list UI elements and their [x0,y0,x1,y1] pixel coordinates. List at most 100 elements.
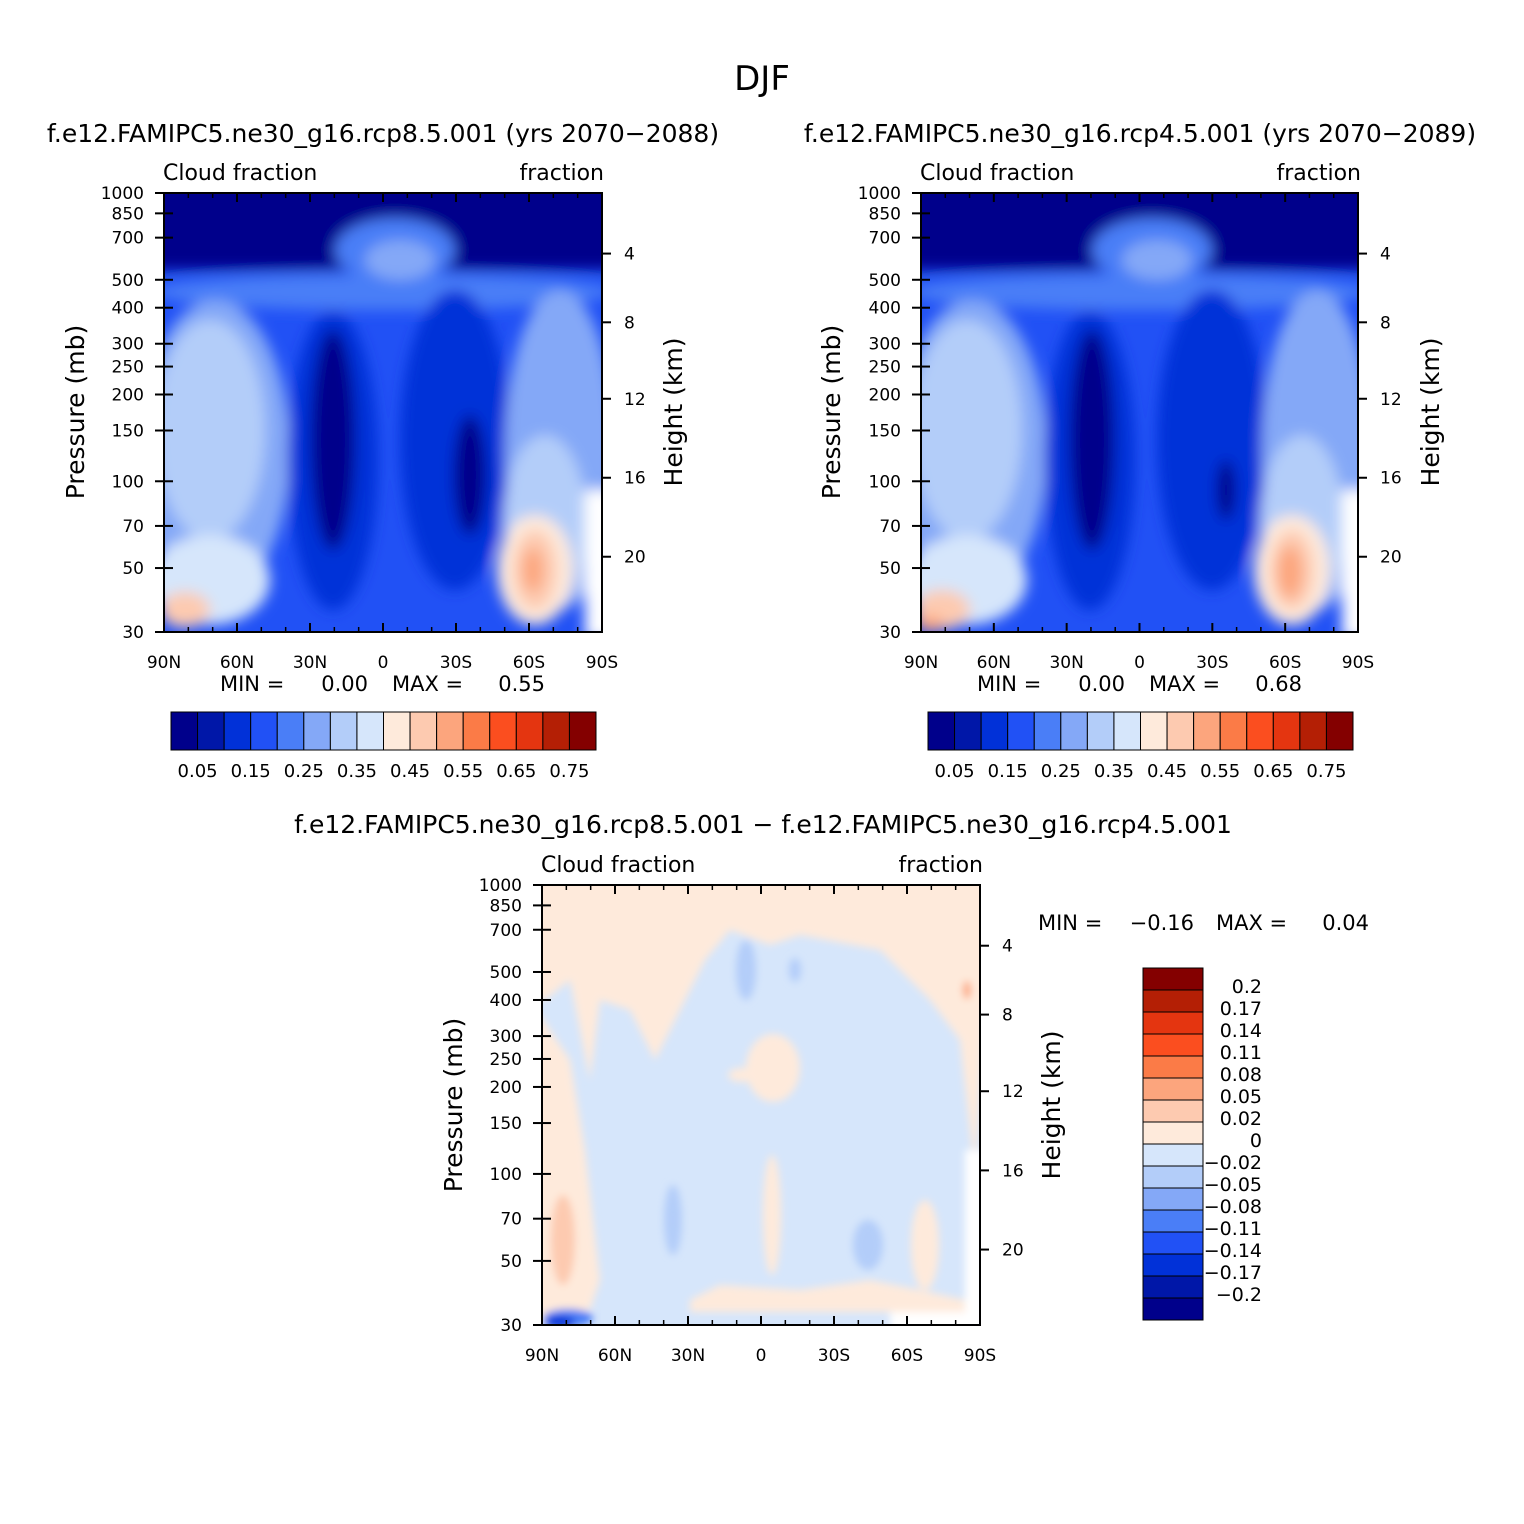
panel-1-contours [164,193,602,632]
colorbar-box [1142,1033,1204,1057]
x-tick-label: 0 [378,653,389,673]
panel-2-subtrop-s-inner [1217,460,1235,520]
panel-1-max-label: MAX = [392,672,463,696]
panel-1-north-surface [164,592,210,628]
x-tick-label: 0 [756,1346,767,1366]
panel-3-antarctic-surface [965,1150,980,1325]
panel-2-antarctic-surface [1342,490,1358,632]
y-tick-label: 700 [869,229,901,249]
y-tick-label: 200 [490,1078,522,1098]
colorbar-label: 0.05 [178,761,218,782]
colorbar-box [409,711,438,751]
x-tick-label: 30N [671,1346,705,1366]
panel-3-positive-midlevel-tail [728,1068,756,1082]
y-tick-label: 100 [869,472,901,492]
colorbar-box [1219,711,1248,751]
panel-3-negative-arctic-2 [545,1316,575,1325]
colorbar-label: 0.25 [1041,761,1081,782]
x-tick-label: 30N [293,653,327,673]
panel-1-y2label: Height (km) [659,338,688,487]
colorbar-label: 0.65 [496,761,536,782]
panel-2-max-value: 0.68 [1255,672,1302,696]
panel-3-positive-midlevel [746,1034,800,1102]
y-tick-label: 30 [500,1316,522,1336]
colorbar-box [489,711,517,751]
panel-3-positive-upper [542,885,980,1175]
colorbar-label: 0.25 [284,761,324,782]
panel-1-south-low-max [523,548,543,592]
panel-2-max-label: MAX = [1149,672,1220,696]
y-tick-label: 70 [122,517,144,537]
colorbar-label: −0.14 [1204,1240,1262,1262]
y2-tick-label: 20 [624,548,646,568]
x-tick-label: 90S [964,1346,996,1366]
panel-1-subtrop-s-outer [400,290,510,590]
colorbar-box [462,711,491,751]
x-tick-label: 60S [513,653,545,673]
panel-3-max-value: 0.04 [1322,911,1369,935]
x-tick-label: 90S [1342,653,1374,673]
panel-1-max-value: 0.55 [498,672,545,696]
colorbar-label: 0.35 [1094,761,1134,782]
colorbar-box [568,711,597,751]
colorbar-box [1142,1209,1204,1233]
x-tick-label: 60N [220,653,254,673]
colorbar-label: 0.75 [1306,761,1346,782]
colorbar-label: 0.55 [1200,761,1240,782]
panel-3-negative-south-low [853,1220,883,1270]
panel-3-negative-tropics [664,1185,682,1255]
colorbar-label: 0.05 [1220,1086,1262,1108]
colorbar-label: 0.2 [1232,976,1262,998]
colorbar-box [436,711,464,751]
x-tick-label: 60S [1269,653,1301,673]
colorbar-box [1142,1253,1204,1277]
colorbar-box [515,711,544,751]
panel-1-title: f.e12.FAMIPC5.ne30_g16.rcp8.5.001 (yrs 2… [47,119,719,148]
colorbar-label: 0.14 [1220,1020,1262,1042]
panel-3-ylabel: Pressure (mb) [439,1018,468,1192]
y2-tick-label: 4 [624,245,635,265]
panel-2-field [921,193,1358,632]
panel-2-axes: 90N 60N 30N 0 30S 60S 90S 30 50 70 100 150 200 250 300… [858,184,1402,673]
panel-2-min-value: 0.00 [1078,672,1125,696]
colorbar-label: 0.11 [1220,1042,1262,1064]
colorbar-box [383,711,411,751]
panel-2-south-low-max [1278,546,1302,598]
y-tick-label: 300 [490,1027,522,1047]
colorbar-box [1142,1165,1204,1189]
y-tick-label: 70 [500,1210,522,1230]
colorbar-box [276,711,305,751]
panel-2-subtrop-n-inner [1070,330,1114,550]
y2-tick-label: 4 [1380,245,1391,265]
panel-2-title: f.e12.FAMIPC5.ne30_g16.rcp4.5.001 (yrs 2… [804,119,1476,148]
panel-3-negative-upper-2 [789,958,801,982]
panel-3-field [542,885,980,1325]
colorbar-label: 0.45 [390,761,430,782]
panel-3-min-label: MIN = [1038,911,1102,935]
colorbar-box [1142,989,1204,1013]
x-tick-label: 90S [586,653,618,673]
y2-tick-label: 12 [1002,1082,1024,1102]
panel-2-right-label: fraction [1276,161,1361,186]
y2-tick-label: 4 [1002,937,1013,957]
y2-tick-label: 12 [624,390,646,410]
colorbar-label: −0.05 [1204,1174,1262,1196]
figure-title: DJF [734,59,790,99]
colorbar-label: −0.02 [1204,1152,1262,1174]
panel-2-ylabel: Pressure (mb) [817,325,846,499]
y-tick-label: 700 [112,229,144,249]
panel-2-upper-band [921,274,1358,310]
y-tick-label: 150 [490,1114,522,1134]
y-tick-label: 700 [490,921,522,941]
y-tick-label: 850 [112,204,144,224]
y-tick-label: 400 [490,991,522,1011]
colorbar-label: 0.08 [1220,1064,1262,1086]
y-tick-label: 500 [490,963,522,983]
colorbar-box [1142,1011,1204,1035]
panel-2-north-surface-max [921,616,944,632]
y-tick-label: 30 [879,623,901,643]
panel-1-north-cloud-inner [164,320,265,540]
panel-1-field [164,193,602,632]
colorbar-box [1299,711,1327,751]
